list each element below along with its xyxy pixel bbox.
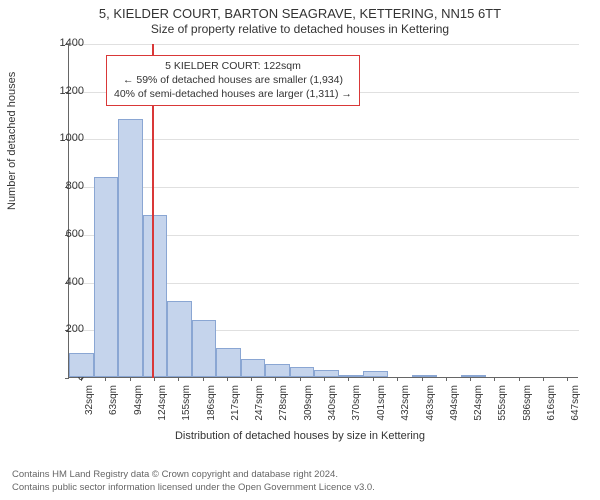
x-tick-label: 432sqm [400,385,411,429]
x-tick-label: 94sqm [133,385,144,429]
x-tick-label: 217sqm [230,385,241,429]
footer-line1: Contains HM Land Registry data © Crown c… [12,469,375,481]
histogram-bar [339,375,364,377]
histogram-bar [363,371,388,377]
x-tick-mark [446,377,447,381]
x-tick-mark [470,377,471,381]
x-tick-label: 155sqm [181,385,192,429]
x-tick-label: 647sqm [570,385,581,429]
x-tick-label: 186sqm [206,385,217,429]
x-tick-mark [227,377,228,381]
x-tick-mark [397,377,398,381]
x-tick-mark [422,377,423,381]
footer-line2: Contains public sector information licen… [12,482,375,494]
x-tick-label: 370sqm [351,385,362,429]
annotation-line1: 5 KIELDER COURT: 122sqm [114,59,352,73]
x-tick-mark [348,377,349,381]
histogram-bar [461,375,486,377]
x-tick-label: 555sqm [497,385,508,429]
x-tick-label: 124sqm [157,385,168,429]
footer-attribution: Contains HM Land Registry data © Crown c… [12,469,375,494]
x-tick-mark [178,377,179,381]
histogram-bar [412,375,437,377]
histogram-bar [167,301,192,377]
x-tick-label: 309sqm [303,385,314,429]
x-tick-label: 586sqm [522,385,533,429]
histogram-bar [94,177,119,377]
x-tick-mark [494,377,495,381]
x-tick-label: 524sqm [473,385,484,429]
x-tick-label: 616sqm [546,385,557,429]
histogram-bar [192,320,217,377]
x-tick-mark [105,377,106,381]
x-tick-label: 32sqm [84,385,95,429]
x-axis-label: Distribution of detached houses by size … [0,430,600,442]
annotation-line3: 40% of semi-detached houses are larger (… [114,87,352,101]
histogram-bar [143,215,168,377]
x-tick-mark [251,377,252,381]
x-tick-mark [373,377,374,381]
x-tick-label: 340sqm [327,385,338,429]
x-tick-mark [519,377,520,381]
x-tick-mark [543,377,544,381]
x-tick-mark [275,377,276,381]
annotation-line2: ← 59% of detached houses are smaller (1,… [114,73,352,87]
x-tick-mark [567,377,568,381]
histogram-bar [265,364,290,377]
x-tick-label: 247sqm [254,385,265,429]
histogram-bar [314,370,339,377]
x-tick-mark [324,377,325,381]
y-axis-label: Number of detached houses [6,72,18,210]
histogram-bar [118,119,143,377]
chart-container: 5, KIELDER COURT, BARTON SEAGRAVE, KETTE… [0,0,600,500]
x-tick-label: 63sqm [108,385,119,429]
x-tick-label: 401sqm [376,385,387,429]
histogram-bar [216,348,241,377]
chart-title: 5, KIELDER COURT, BARTON SEAGRAVE, KETTE… [0,6,600,21]
x-tick-label: 278sqm [278,385,289,429]
histogram-bar [69,353,94,377]
x-tick-label: 463sqm [425,385,436,429]
x-tick-mark [130,377,131,381]
histogram-bar [241,359,266,377]
x-tick-mark [300,377,301,381]
x-tick-label: 494sqm [449,385,460,429]
histogram-bar [290,367,315,377]
chart-subtitle: Size of property relative to detached ho… [0,22,600,36]
x-tick-mark [203,377,204,381]
annotation-box: 5 KIELDER COURT: 122sqm ← 59% of detache… [106,55,360,106]
plot-area: 5 KIELDER COURT: 122sqm ← 59% of detache… [68,44,578,378]
